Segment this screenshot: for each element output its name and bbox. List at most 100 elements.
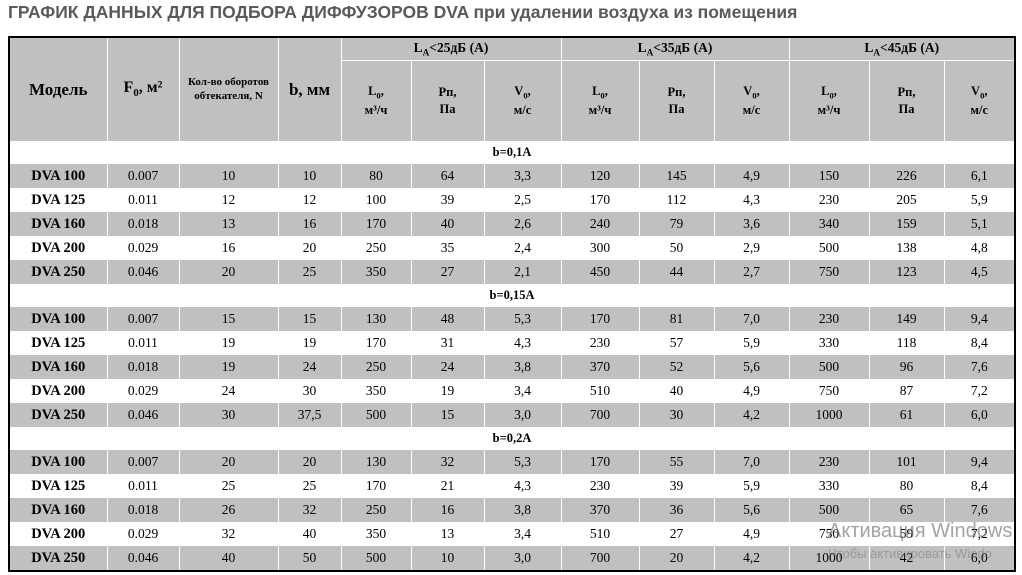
- value-cell: 31: [410, 331, 484, 355]
- value-cell: 1000: [788, 546, 869, 570]
- value-cell: 36: [638, 498, 714, 522]
- value-cell: 8,4: [943, 331, 1015, 355]
- value-cell: 5,3: [483, 307, 561, 331]
- value-cell: 250: [340, 498, 411, 522]
- value-cell: 6,0: [943, 546, 1015, 570]
- column-header-pn-35: Рп, Па: [638, 60, 714, 141]
- value-cell: 3,8: [483, 355, 561, 379]
- value-cell: 4,3: [713, 188, 789, 212]
- table-row: DVA 100 0.007 20 20 130 32 5,3 170 55 7,0 230 101 9,…: [10, 450, 1015, 474]
- value-cell: 5,9: [713, 474, 789, 498]
- value-cell: 32: [410, 450, 484, 474]
- model-cell: DVA 200: [10, 522, 107, 546]
- value-cell: 5,3: [483, 450, 561, 474]
- value-cell: 32: [277, 498, 341, 522]
- value-cell: 159: [868, 212, 944, 236]
- model-cell: DVA 250: [10, 546, 107, 570]
- value-cell: 0.007: [106, 450, 179, 474]
- value-cell: 20: [178, 450, 278, 474]
- model-cell: DVA 250: [10, 403, 107, 427]
- value-cell: 500: [788, 498, 869, 522]
- table-body: b=0,1A DVA 100 0.007 10 10 80 64 3,3 120 145 4,9 15…: [10, 141, 1015, 570]
- value-cell: 4,9: [713, 379, 789, 403]
- value-cell: 500: [340, 546, 411, 570]
- value-cell: 7,6: [943, 498, 1015, 522]
- value-cell: 6,0: [943, 403, 1015, 427]
- value-cell: 3,0: [483, 403, 561, 427]
- value-cell: 9,4: [943, 307, 1015, 331]
- value-cell: 170: [560, 307, 639, 331]
- value-cell: 3,6: [713, 212, 789, 236]
- model-cell: DVA 100: [10, 450, 107, 474]
- value-cell: 0.046: [106, 260, 179, 284]
- value-cell: 20: [178, 260, 278, 284]
- value-cell: 13: [410, 522, 484, 546]
- value-cell: 40: [277, 522, 341, 546]
- value-cell: 700: [560, 403, 639, 427]
- table-row: DVA 100 0.007 10 10 80 64 3,3 120 145 4,9 150 226 6,…: [10, 164, 1015, 188]
- value-cell: 500: [340, 403, 411, 427]
- value-cell: 230: [788, 450, 869, 474]
- value-cell: 64: [410, 164, 484, 188]
- column-header-v0-35: V0, м/с: [713, 60, 789, 141]
- value-cell: 112: [638, 188, 714, 212]
- value-cell: 87: [868, 379, 944, 403]
- value-cell: 15: [178, 307, 278, 331]
- value-cell: 0.046: [106, 546, 179, 570]
- value-cell: 750: [788, 522, 869, 546]
- value-cell: 52: [638, 355, 714, 379]
- value-cell: 500: [788, 236, 869, 260]
- value-cell: 24: [410, 355, 484, 379]
- value-cell: 40: [410, 212, 484, 236]
- value-cell: 19: [178, 331, 278, 355]
- value-cell: 2,6: [483, 212, 561, 236]
- model-cell: DVA 100: [10, 164, 107, 188]
- value-cell: 0.029: [106, 379, 179, 403]
- value-cell: 0.011: [106, 331, 179, 355]
- value-cell: 150: [788, 164, 869, 188]
- model-cell: DVA 160: [10, 355, 107, 379]
- table-row: DVA 200 0.029 24 30 350 19 3,4 510 40 4,9 750 87 7,2: [10, 379, 1015, 403]
- value-cell: 205: [868, 188, 944, 212]
- value-cell: 9,4: [943, 450, 1015, 474]
- value-cell: 170: [340, 474, 411, 498]
- value-cell: 6,1: [943, 164, 1015, 188]
- value-cell: 15: [410, 403, 484, 427]
- value-cell: 57: [638, 331, 714, 355]
- data-table-frame: Модель F0, м² Кол-во оборотов обтекателя…: [8, 36, 1016, 572]
- value-cell: 370: [560, 355, 639, 379]
- model-cell: DVA 100: [10, 307, 107, 331]
- value-cell: 130: [340, 307, 411, 331]
- value-cell: 4,3: [483, 474, 561, 498]
- value-cell: 42: [868, 546, 944, 570]
- value-cell: 510: [560, 522, 639, 546]
- value-cell: 340: [788, 212, 869, 236]
- column-header-model: Модель: [10, 38, 107, 141]
- value-cell: 39: [410, 188, 484, 212]
- value-cell: 2,1: [483, 260, 561, 284]
- value-cell: 170: [340, 212, 411, 236]
- value-cell: 15: [277, 307, 341, 331]
- value-cell: 350: [340, 260, 411, 284]
- value-cell: 2,7: [713, 260, 789, 284]
- table-row: DVA 100 0.007 15 15 130 48 5,3 170 81 7,0 230 149 9,…: [10, 307, 1015, 331]
- value-cell: 240: [560, 212, 639, 236]
- table-row: DVA 250 0.046 20 25 350 27 2,1 450 44 2,7 750 123 4,…: [10, 260, 1015, 284]
- value-cell: 65: [868, 498, 944, 522]
- value-cell: 0.029: [106, 236, 179, 260]
- value-cell: 10: [410, 546, 484, 570]
- value-cell: 0.018: [106, 212, 179, 236]
- value-cell: 0.029: [106, 522, 179, 546]
- value-cell: 27: [410, 260, 484, 284]
- value-cell: 40: [178, 546, 278, 570]
- table-row: DVA 125 0.011 12 12 100 39 2,5 170 112 4,3 230 205 5…: [10, 188, 1015, 212]
- model-cell: DVA 125: [10, 331, 107, 355]
- group-header-35db: LA<35дБ (А): [560, 38, 789, 61]
- value-cell: 5,6: [713, 498, 789, 522]
- value-cell: 5,9: [713, 331, 789, 355]
- value-cell: 48: [410, 307, 484, 331]
- column-header-pn-25: Рп, Па: [410, 60, 484, 141]
- model-cell: DVA 200: [10, 379, 107, 403]
- table-row: DVA 200 0.029 32 40 350 13 3,4 510 27 4,9 750 59 7,2: [10, 522, 1015, 546]
- value-cell: 25: [178, 474, 278, 498]
